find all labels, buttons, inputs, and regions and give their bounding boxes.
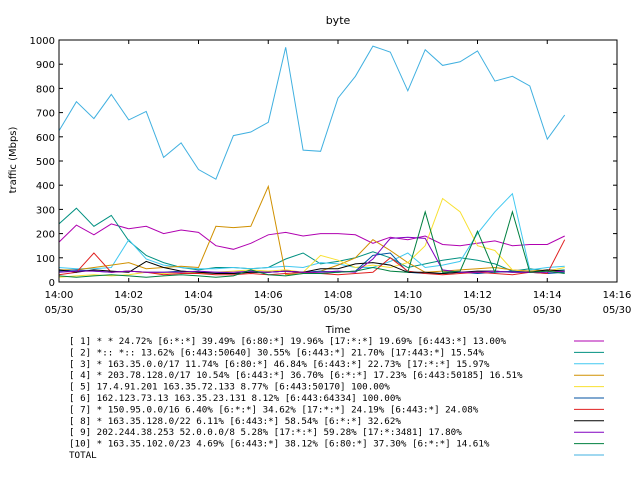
y-tick-label: 200 — [36, 230, 55, 241]
x-tick-label-date: 05/30 — [114, 305, 143, 316]
y-tick-label: 500 — [36, 157, 55, 168]
series-line-2 — [58, 207, 565, 272]
legend: [ 1] * * 24.72% [6:*:*] 39.49% [6:80:*] … — [69, 336, 604, 461]
legend-label-8: [ 8] * 163.35.128.0/22 6.11% [6:443:*] 5… — [69, 416, 401, 427]
legend-label-10: [10] * 163.35.102.0/23 4.69% [6:443:*] 3… — [69, 439, 490, 450]
x-tick-label-date: 05/30 — [45, 305, 74, 316]
legend-label-4: [ 4] * 203.78.128.0/17 10.54% [6:443:*] … — [69, 370, 523, 381]
legend-label-9: [ 9] 202.244.38.253 52.0.0.0/8 5.28% [17… — [69, 427, 462, 438]
x-tick-label-date: 05/30 — [533, 305, 562, 316]
y-tick-label: 800 — [36, 84, 55, 95]
x-tick-label-time: 14:08 — [324, 290, 353, 301]
x-axis-label: Time — [325, 325, 350, 336]
y-tick-label: 900 — [36, 60, 55, 71]
y-axis-label: traffic (Mbps) — [8, 126, 19, 193]
x-tick-label-time: 14:06 — [254, 290, 283, 301]
x-tick-label-date: 05/30 — [603, 305, 632, 316]
legend-label-11: TOTAL — [69, 450, 97, 461]
series-line-3 — [58, 192, 565, 271]
axes-layer: 0 100 200 300 400 500 600 700 800 900 1000 14:00 05/… — [30, 36, 632, 316]
y-tick-label: 300 — [36, 205, 55, 216]
x-tick-label-date: 05/30 — [254, 305, 283, 316]
y-tick-label: 1000 — [30, 36, 55, 47]
legend-label-6: [ 6] 162.123.73.13 163.35.23.131 8.12% [… — [69, 393, 401, 404]
x-tick-label-time: 14:16 — [603, 290, 632, 301]
x-tick-label-time: 14:00 — [45, 290, 74, 301]
series-line-5 — [58, 197, 565, 278]
legend-label-2: [ 2] *:: *:: 13.62% [6:443:50640] 30.55%… — [69, 347, 484, 358]
x-tick-label-time: 14:04 — [184, 290, 213, 301]
series-line-9 — [58, 236, 565, 273]
x-tick-label-time: 14:10 — [393, 290, 422, 301]
series-line-10 — [58, 209, 565, 278]
series-layer — [58, 45, 566, 278]
y-tick-label: 400 — [36, 181, 55, 192]
x-tick-label-time: 14:12 — [463, 290, 492, 301]
x-tick-label-date: 05/30 — [324, 305, 353, 316]
y-tick-label: 0 — [49, 278, 55, 289]
series-line-1 — [58, 223, 565, 250]
x-tick-label-date: 05/30 — [184, 305, 213, 316]
legend-label-7: [ 7] * 150.95.0.0/16 6.40% [6:*:*] 34.62… — [69, 404, 479, 415]
y-tick-label: 100 — [36, 254, 55, 265]
x-tick-label-time: 14:14 — [533, 290, 562, 301]
series-line-11 — [58, 45, 566, 180]
legend-label-3: [ 3] * 163.35.0.0/17 11.74% [6:80:*] 46.… — [69, 359, 490, 370]
legend-label-5: [ 5] 17.4.91.201 163.35.72.133 8.77% [6:… — [69, 382, 390, 393]
y-tick-label: 700 — [36, 109, 55, 120]
legend-label-1: [ 1] * * 24.72% [6:*:*] 39.49% [6:80:*] … — [69, 336, 506, 347]
chart-title: byte — [326, 14, 351, 27]
y-tick-label: 600 — [36, 133, 55, 144]
series-line-8 — [58, 260, 565, 275]
x-tick-label-time: 14:02 — [114, 290, 143, 301]
x-tick-label-date: 05/30 — [393, 305, 422, 316]
x-tick-label-date: 05/30 — [463, 305, 492, 316]
